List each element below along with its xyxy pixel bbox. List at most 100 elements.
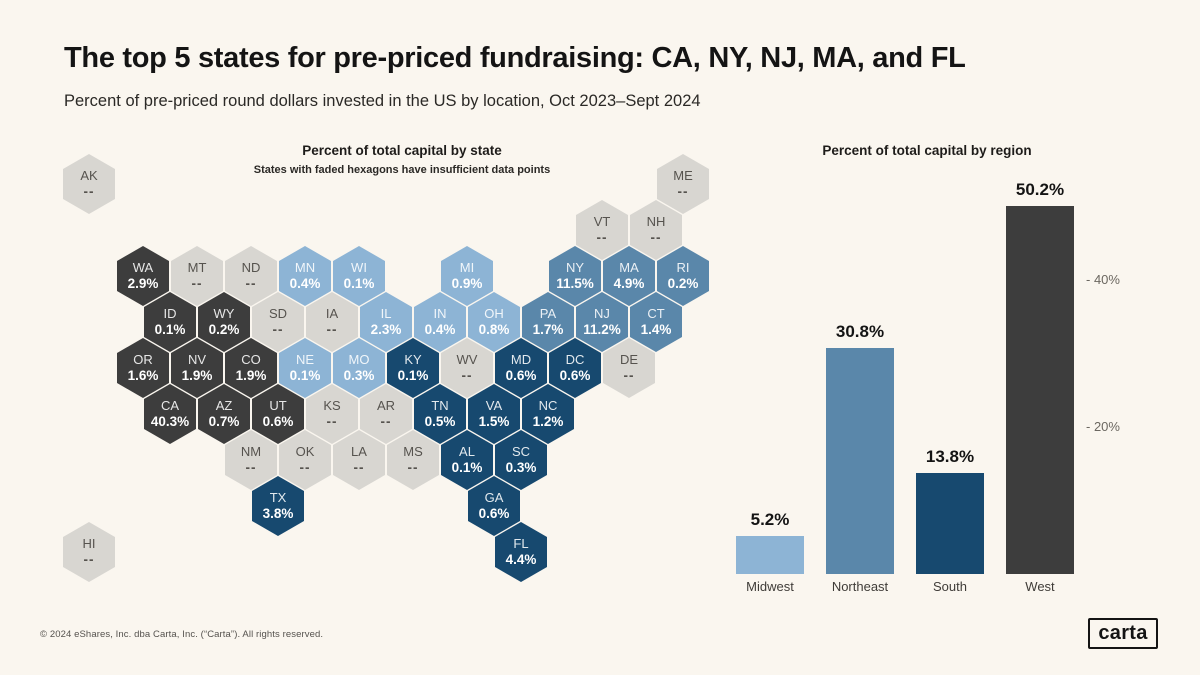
state-value: 11.2% bbox=[583, 321, 621, 337]
state-value: 0.7% bbox=[208, 413, 240, 429]
state-hex-UT: UT 0.6% bbox=[252, 384, 304, 444]
state-value: 0.2% bbox=[667, 275, 699, 291]
bar-category-northeast: Northeast bbox=[831, 579, 889, 594]
state-hex-AK: AK -- bbox=[63, 154, 115, 214]
state-value: -- bbox=[407, 459, 419, 475]
state-abbr: NH bbox=[646, 214, 666, 230]
bar-south bbox=[916, 473, 984, 574]
state-abbr: SC bbox=[511, 444, 531, 460]
state-abbr: ND bbox=[241, 260, 261, 276]
state-abbr: ME bbox=[673, 168, 693, 184]
state-hex-VA: VA 1.5% bbox=[468, 384, 520, 444]
state-value: 0.4% bbox=[289, 275, 321, 291]
state-value: 0.6% bbox=[262, 413, 294, 429]
state-abbr: IA bbox=[325, 306, 339, 322]
state-value: -- bbox=[83, 551, 95, 567]
state-value: -- bbox=[272, 321, 284, 337]
bar-west bbox=[1006, 206, 1074, 574]
state-abbr: MO bbox=[348, 352, 370, 368]
page-subtitle: Percent of pre-priced round dollars inve… bbox=[64, 92, 701, 110]
state-value: -- bbox=[623, 367, 635, 383]
state-abbr: LA bbox=[351, 444, 367, 460]
region-bar-chart-title: Percent of total capital by region bbox=[822, 143, 1032, 158]
state-abbr: IN bbox=[433, 306, 447, 322]
bar-category-midwest: Midwest bbox=[746, 579, 794, 594]
state-hex-AZ: AZ 0.7% bbox=[198, 384, 250, 444]
state-abbr: UT bbox=[269, 398, 287, 414]
state-hex-TN: TN 0.5% bbox=[414, 384, 466, 444]
state-hex-CA: CA 40.3% bbox=[144, 384, 196, 444]
state-value: 0.1% bbox=[397, 367, 429, 383]
state-abbr: NY bbox=[565, 260, 585, 276]
state-hex-NE: NE 0.1% bbox=[279, 338, 331, 398]
state-abbr: NC bbox=[538, 398, 558, 414]
copyright-text: © 2024 eShares, Inc. dba Carta, Inc. (“C… bbox=[40, 629, 324, 640]
state-value: -- bbox=[83, 183, 95, 199]
state-abbr: FL bbox=[513, 536, 529, 552]
bar-northeast bbox=[826, 348, 894, 574]
state-abbr: CT bbox=[647, 306, 665, 322]
state-value: 4.9% bbox=[613, 275, 645, 291]
state-hex-MA: MA 4.9% bbox=[603, 246, 655, 306]
state-value: 0.1% bbox=[289, 367, 321, 383]
state-value: 1.2% bbox=[532, 413, 564, 429]
state-hex-DC: DC 0.6% bbox=[549, 338, 601, 398]
state-hex-PA: PA 1.7% bbox=[522, 292, 574, 352]
state-hex-MT: MT -- bbox=[171, 246, 223, 306]
state-value: 1.5% bbox=[478, 413, 510, 429]
state-abbr: AL bbox=[459, 444, 475, 460]
state-value: 2.9% bbox=[127, 275, 159, 291]
page-title: The top 5 states for pre-priced fundrais… bbox=[64, 42, 966, 74]
state-abbr: MN bbox=[294, 260, 316, 276]
state-hex-NY: NY 11.5% bbox=[549, 246, 601, 306]
state-abbr: KY bbox=[404, 352, 422, 368]
state-value: -- bbox=[677, 183, 689, 199]
carta-logo-text: carta bbox=[1098, 621, 1148, 644]
state-value: 0.6% bbox=[478, 505, 510, 521]
state-hex-IN: IN 0.4% bbox=[414, 292, 466, 352]
state-value: -- bbox=[245, 275, 257, 291]
state-hex-KS: KS -- bbox=[306, 384, 358, 444]
state-abbr: VT bbox=[593, 214, 611, 230]
state-value: 0.9% bbox=[451, 275, 483, 291]
state-abbr: MI bbox=[459, 260, 475, 276]
state-value: 0.2% bbox=[208, 321, 240, 337]
state-hex-WV: WV -- bbox=[441, 338, 493, 398]
state-abbr: PA bbox=[539, 306, 557, 322]
state-abbr: MA bbox=[619, 260, 639, 276]
state-abbr: OR bbox=[133, 352, 153, 368]
bar-category-south: South bbox=[933, 579, 967, 594]
state-abbr: AZ bbox=[215, 398, 233, 414]
state-value: 11.5% bbox=[556, 275, 594, 291]
state-abbr: CO bbox=[241, 352, 261, 368]
bar-midwest bbox=[736, 536, 804, 574]
bar-value-south: 13.8% bbox=[925, 447, 975, 466]
state-hex-OK: OK -- bbox=[279, 430, 331, 490]
state-hex-NM: NM -- bbox=[225, 430, 277, 490]
carta-logo: carta bbox=[1088, 618, 1158, 649]
state-hex-SD: SD -- bbox=[252, 292, 304, 352]
state-abbr: AR bbox=[376, 398, 396, 414]
state-abbr: VA bbox=[485, 398, 503, 414]
state-hex-SC: SC 0.3% bbox=[495, 430, 547, 490]
state-value: 4.4% bbox=[505, 551, 537, 567]
bar-value-midwest: 5.2% bbox=[750, 510, 790, 529]
state-value: 0.5% bbox=[424, 413, 456, 429]
state-hex-IA: IA -- bbox=[306, 292, 358, 352]
state-hex-RI: RI 0.2% bbox=[657, 246, 709, 306]
state-value: 1.4% bbox=[640, 321, 672, 337]
state-abbr: GA bbox=[484, 490, 504, 506]
state-hex-AR: AR -- bbox=[360, 384, 412, 444]
state-hex-WI: WI 0.1% bbox=[333, 246, 385, 306]
state-hex-HI: HI -- bbox=[63, 522, 115, 582]
state-value: -- bbox=[353, 459, 365, 475]
state-hex-DE: DE -- bbox=[603, 338, 655, 398]
state-hex-WY: WY 0.2% bbox=[198, 292, 250, 352]
bar-value-northeast: 30.8% bbox=[835, 322, 885, 341]
state-abbr: TN bbox=[431, 398, 449, 414]
bar-category-west: West bbox=[1025, 579, 1055, 594]
state-value: 1.9% bbox=[181, 367, 213, 383]
state-hex-MS: MS -- bbox=[387, 430, 439, 490]
state-abbr: OK bbox=[295, 444, 315, 460]
state-abbr: NV bbox=[187, 352, 207, 368]
